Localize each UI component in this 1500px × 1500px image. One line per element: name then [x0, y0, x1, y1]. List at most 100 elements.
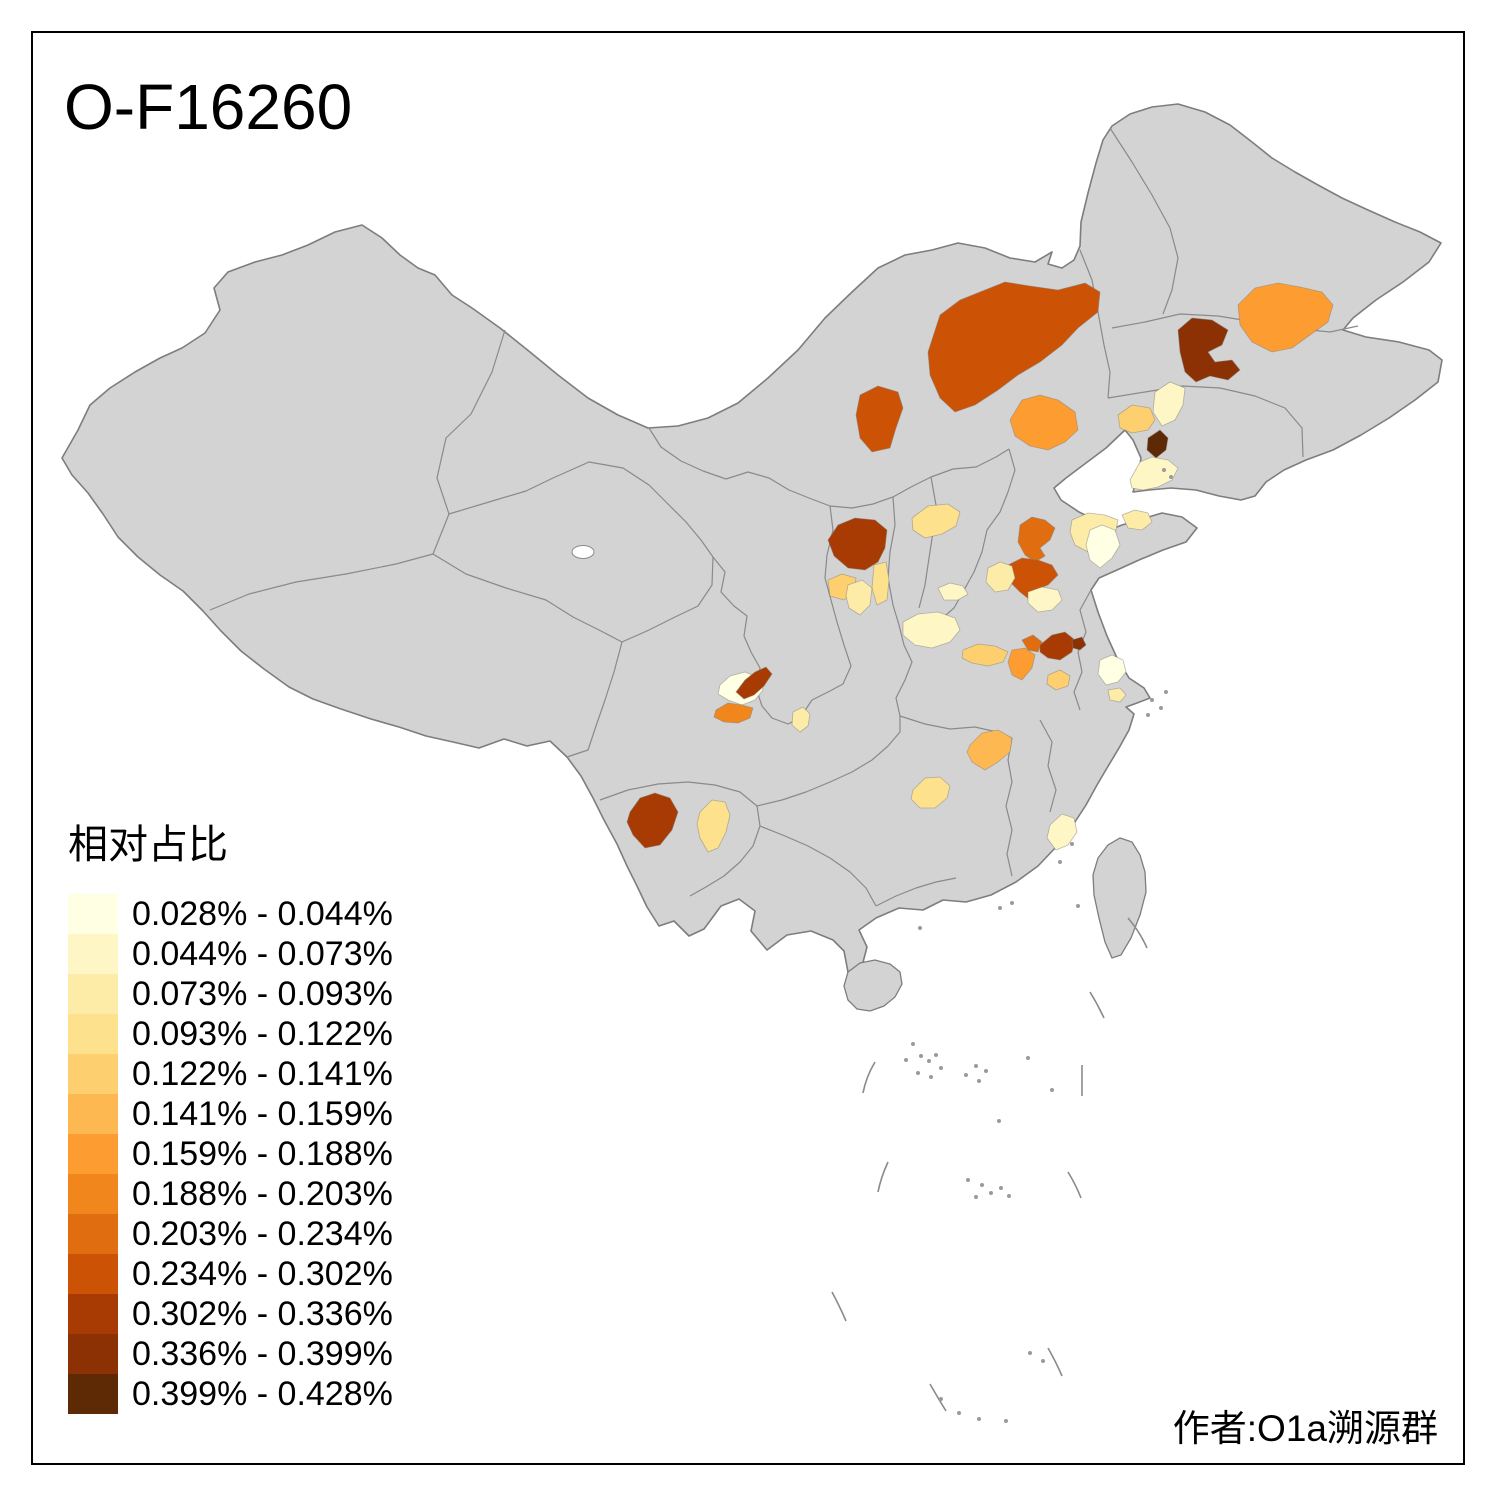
- map-region-r38: [966, 729, 1013, 771]
- legend-title: 相对占比: [68, 823, 228, 867]
- island-dot-11: [984, 1069, 988, 1073]
- province-border-9: [799, 505, 852, 719]
- island-dot-28: [998, 906, 1002, 910]
- legend-label-3: 0.073% - 0.093%: [132, 974, 393, 1013]
- legend-swatch-4: [68, 1014, 118, 1054]
- province-border-15: [1079, 249, 1111, 399]
- map-region-r14: [845, 579, 873, 616]
- province-border-5: [448, 461, 714, 558]
- island-dot-36: [918, 926, 922, 930]
- map-region-r01: [927, 281, 1101, 413]
- island-dot-38: [1162, 468, 1166, 472]
- island-dot-20: [1007, 1194, 1011, 1198]
- island-dot-4: [934, 1053, 938, 1057]
- nine-dash-segment-7: [831, 1291, 847, 1322]
- province-border-14: [1107, 385, 1304, 458]
- legend-label-5: 0.122% - 0.141%: [132, 1054, 393, 1093]
- legend-row-5: 0.122% - 0.141%: [68, 1054, 393, 1094]
- legend-label-12: 0.336% - 0.399%: [132, 1334, 393, 1373]
- island-dot-8: [904, 1058, 908, 1062]
- map-region-r06: [1152, 381, 1186, 427]
- province-border-8: [712, 556, 801, 725]
- legend-swatch-7: [68, 1134, 118, 1174]
- legend-row-12: 0.336% - 0.399%: [68, 1334, 393, 1374]
- province-border-21: [759, 825, 877, 907]
- legend-label-7: 0.159% - 0.188%: [132, 1134, 393, 1173]
- map-region-r29: [1046, 669, 1071, 691]
- island-dot-9: [964, 1073, 968, 1077]
- island-dot-37: [1076, 904, 1080, 908]
- province-border-16: [1109, 127, 1179, 315]
- legend-row-1: 0.028% - 0.044%: [68, 894, 393, 934]
- province-border-23: [875, 877, 957, 907]
- map-region-r19: [1085, 524, 1121, 569]
- mainland-china-shape: [61, 103, 1443, 973]
- nine-dash-segment-6: [1067, 1171, 1082, 1199]
- legend-label-6: 0.141% - 0.159%: [132, 1094, 393, 1133]
- island-dot-18: [999, 1186, 1003, 1190]
- province-border-22: [1039, 719, 1057, 813]
- map-region-r21: [1027, 586, 1063, 613]
- map-region-r33: [735, 666, 773, 700]
- map-region-r23: [902, 611, 961, 649]
- legend-label-2: 0.044% - 0.073%: [132, 934, 393, 973]
- province-border-4: [566, 641, 623, 758]
- map-region-r09: [1129, 456, 1179, 491]
- legend-row-11: 0.302% - 0.336%: [68, 1294, 393, 1334]
- map-region-r25: [1007, 647, 1036, 681]
- map-region-r20: [1121, 509, 1153, 531]
- map-region-r31: [1107, 687, 1127, 703]
- legend-swatch-9: [68, 1214, 118, 1254]
- map-region-r34: [713, 702, 754, 724]
- map-region-r07: [1117, 404, 1156, 434]
- nine-dash-segment-5: [877, 1161, 889, 1193]
- legend-row-6: 0.141% - 0.159%: [68, 1094, 393, 1134]
- island-dot-10: [974, 1064, 978, 1068]
- province-border-13: [1111, 313, 1359, 333]
- map-region-r27: [1039, 631, 1076, 661]
- legend-swatch-2: [68, 934, 118, 974]
- map-region-r05: [1009, 394, 1079, 451]
- island-dot-13: [1026, 1056, 1030, 1060]
- legend-label-10: 0.234% - 0.302%: [132, 1254, 393, 1293]
- legend-entries: 0.028% - 0.044% 0.044% - 0.073% 0.073% - 0…: [68, 894, 393, 1414]
- legend-label-8: 0.188% - 0.203%: [132, 1174, 393, 1213]
- island-dot-33: [1164, 690, 1168, 694]
- legend-row-4: 0.093% - 0.122%: [68, 1014, 393, 1054]
- island-dot-29: [1010, 901, 1014, 905]
- plot-title: O-F16260: [64, 71, 353, 143]
- legend-row-13: 0.399% - 0.428%: [68, 1374, 393, 1414]
- island-dot-2: [919, 1054, 923, 1058]
- legend-row-10: 0.234% - 0.302%: [68, 1254, 393, 1294]
- province-border-3: [432, 553, 623, 643]
- legend-row-3: 0.073% - 0.093%: [68, 974, 393, 1014]
- map-region-r28: [1071, 636, 1087, 651]
- island-dot-30: [1150, 698, 1154, 702]
- island-dot-17: [989, 1191, 993, 1195]
- island-dot-27: [939, 1397, 943, 1401]
- map-region-r03: [1237, 282, 1334, 353]
- province-border-20: [1005, 737, 1013, 877]
- island-dot-26: [1004, 1419, 1008, 1423]
- island-dot-39: [1169, 475, 1173, 479]
- legend-swatch-12: [68, 1334, 118, 1374]
- legend-label-13: 0.399% - 0.428%: [132, 1374, 393, 1413]
- island-dot-16: [980, 1183, 984, 1187]
- legend-label-11: 0.302% - 0.336%: [132, 1294, 393, 1333]
- island-dot-19: [974, 1195, 978, 1199]
- map-region-r37: [696, 799, 731, 853]
- legend-row-8: 0.188% - 0.203%: [68, 1174, 393, 1214]
- map-region-r15: [1017, 516, 1056, 563]
- island-dot-14: [1050, 1088, 1054, 1092]
- island-dot-23: [1041, 1359, 1045, 1363]
- map-region-r10: [911, 503, 961, 539]
- island-dot-21: [966, 1178, 970, 1182]
- map-region-r17: [985, 561, 1016, 593]
- lake-shape: [571, 545, 595, 559]
- map-region-r02: [855, 385, 904, 453]
- island-dot-32: [1146, 713, 1150, 717]
- map-region-r35: [791, 706, 811, 733]
- legend-swatch-1: [68, 894, 118, 934]
- map-region-r30: [1097, 654, 1127, 686]
